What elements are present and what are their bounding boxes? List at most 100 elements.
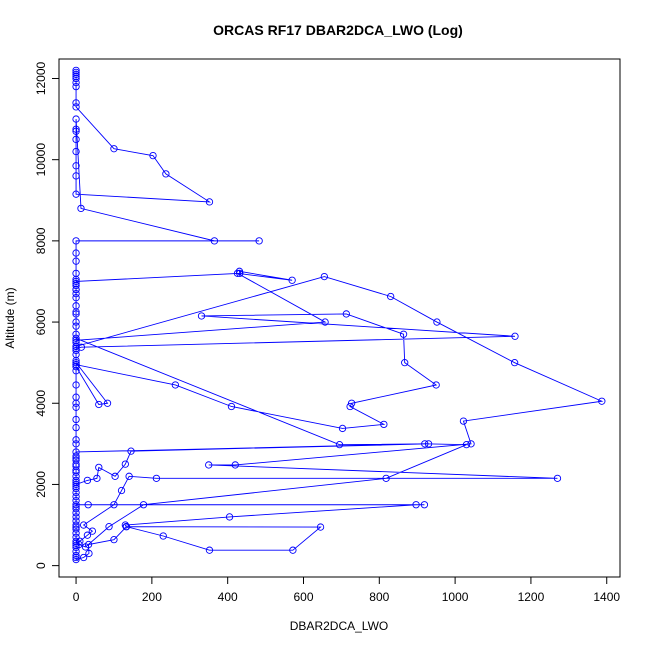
data-point <box>72 322 80 330</box>
data-point <box>72 115 80 123</box>
data-point <box>205 198 214 206</box>
data-point <box>72 521 80 529</box>
data-point <box>72 440 80 448</box>
data-point <box>79 553 88 562</box>
data-point <box>72 135 80 144</box>
data-point <box>111 472 119 480</box>
x-axis: 0 200 400 600 800 1000 1200 1400 <box>73 576 620 604</box>
data-point <box>72 281 80 290</box>
data-point <box>288 276 296 284</box>
data-point <box>72 302 80 310</box>
data-point <box>93 474 101 482</box>
data-point <box>72 456 80 464</box>
data-point <box>125 472 133 480</box>
data-point <box>432 381 440 389</box>
data-point <box>289 546 297 554</box>
y-tick-label: 6000 <box>34 308 48 335</box>
data-point <box>72 127 80 135</box>
data-point <box>72 529 80 537</box>
data-point <box>95 400 103 409</box>
data-point <box>72 237 80 245</box>
data-point <box>72 336 80 344</box>
data-point <box>420 501 429 509</box>
data-point <box>152 474 161 482</box>
series-line <box>75 70 604 561</box>
data-point <box>72 318 80 326</box>
data-point <box>110 501 118 509</box>
data-point <box>72 70 80 79</box>
y-tick-label: 2000 <box>34 471 48 498</box>
data-point <box>105 523 113 531</box>
data-point <box>72 78 80 87</box>
data-point <box>72 553 80 562</box>
data-point <box>88 527 97 535</box>
data-point <box>72 103 80 111</box>
data-point <box>72 393 80 401</box>
y-axis: 0 2000 4000 6000 8000 10000 12000 <box>34 61 60 569</box>
data-point <box>72 310 80 318</box>
data-point <box>117 486 126 495</box>
data-point <box>72 513 80 521</box>
data-point <box>316 523 325 531</box>
data-point <box>79 521 88 529</box>
data-point <box>205 546 214 554</box>
data-point <box>335 441 344 449</box>
data-point <box>72 344 80 353</box>
data-point <box>347 399 356 407</box>
data-point <box>121 521 129 529</box>
data-point <box>76 537 84 545</box>
data-point <box>72 334 80 342</box>
data-point <box>72 403 80 411</box>
data-point <box>162 170 170 178</box>
data-point <box>81 543 90 551</box>
y-tick-label: 12000 <box>34 61 48 95</box>
data-point <box>320 272 328 281</box>
x-tick-label: 800 <box>369 590 389 604</box>
data-point <box>72 497 80 505</box>
data-point <box>72 423 80 432</box>
data-point <box>72 99 80 107</box>
data-point <box>72 436 80 444</box>
data-point <box>72 285 80 294</box>
data-point <box>598 397 606 405</box>
data-point <box>72 525 80 533</box>
data-point <box>401 359 409 367</box>
data-point <box>72 472 80 480</box>
data-point <box>72 249 80 257</box>
data-point <box>233 269 242 277</box>
data-point <box>346 402 354 411</box>
plot-frame <box>58 58 621 578</box>
x-tick-label: 1000 <box>442 590 469 604</box>
data-point <box>412 501 420 509</box>
data-point <box>553 474 562 482</box>
data-point <box>72 509 80 517</box>
data-point <box>236 269 244 277</box>
data-point <box>255 237 263 245</box>
data-point <box>110 145 118 153</box>
data-point <box>77 343 86 351</box>
data-point <box>72 294 80 302</box>
data-point <box>72 147 80 156</box>
x-tick-label: 1400 <box>593 590 620 604</box>
data-point <box>72 480 80 489</box>
data-point <box>72 381 80 389</box>
data-point <box>72 533 80 541</box>
data-point <box>387 292 395 301</box>
data-point <box>205 461 213 469</box>
data-point <box>321 318 329 326</box>
data-point <box>511 332 519 340</box>
chart-title: ORCAS RF17 DBAR2DCA_LWO (Log) <box>213 22 463 38</box>
data-point <box>433 318 441 326</box>
data-point <box>510 359 519 367</box>
data-point <box>72 277 80 286</box>
data-point <box>72 505 80 513</box>
data-point <box>84 501 92 509</box>
data-point <box>231 461 239 469</box>
data-point <box>72 452 80 460</box>
data-point <box>462 441 471 449</box>
data-point <box>171 381 180 389</box>
data-point <box>338 424 347 433</box>
data-point <box>72 74 80 83</box>
data-point <box>380 420 388 429</box>
